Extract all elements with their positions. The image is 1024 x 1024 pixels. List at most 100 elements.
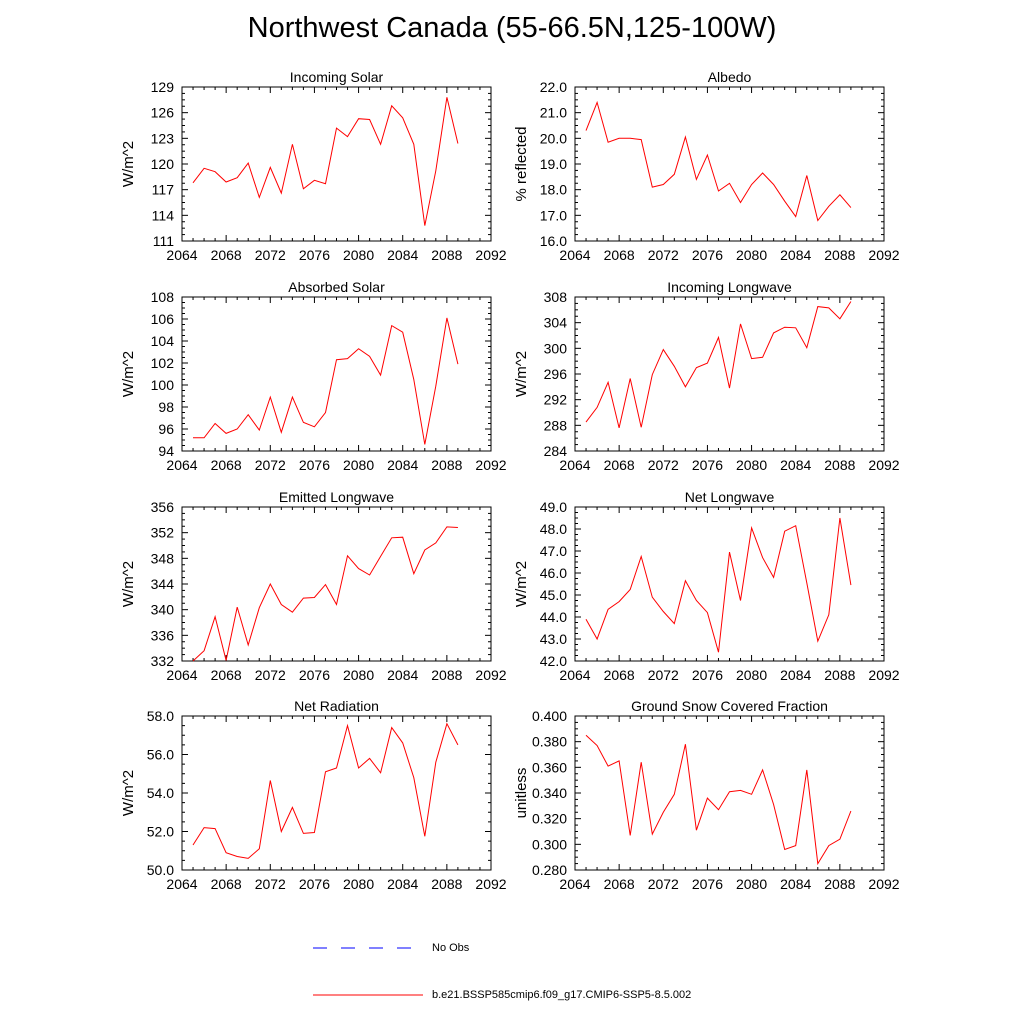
y-tick-label: 0.280: [532, 862, 567, 878]
y-tick-label: 356: [151, 499, 175, 515]
y-tick-label: 288: [544, 417, 568, 433]
x-tick-label: 2080: [343, 247, 374, 263]
x-tick-label: 2088: [824, 457, 855, 473]
plot-frame: [181, 296, 492, 452]
series-line: [193, 317, 459, 445]
y-tick-label: 58.0: [147, 708, 174, 724]
legend-obs-swatch: [313, 947, 423, 949]
y-tick-label: 340: [151, 602, 175, 618]
y-axis-label: % reflected: [513, 126, 530, 201]
y-tick-label: 117: [152, 182, 175, 198]
y-tick-label: 0.380: [532, 734, 567, 750]
y-tick-label: 111: [153, 233, 174, 249]
y-tick-label: 17.0: [540, 207, 567, 223]
y-tick-label: 50.0: [147, 862, 174, 878]
y-axis-label: unitless: [513, 768, 530, 819]
legend-obs: No Obs: [0, 939, 1024, 959]
y-tick-label: 292: [544, 392, 568, 408]
legend-model: b.e21.BSSP585cmip6.f09_g17.CMIP6-SSP5-8.…: [0, 986, 1024, 1006]
x-tick-label: 2084: [387, 457, 418, 473]
x-tick-label: 2068: [604, 457, 635, 473]
x-tick-label: 2084: [780, 667, 811, 683]
y-tick-label: 108: [151, 289, 175, 305]
x-tick-label: 2068: [211, 247, 242, 263]
x-tick-label: 2084: [387, 247, 418, 263]
y-tick-label: 126: [151, 105, 175, 121]
y-tick-label: 43.0: [540, 631, 567, 647]
x-tick-label: 2088: [824, 247, 855, 263]
x-tick-label: 2072: [255, 247, 286, 263]
x-tick-label: 2068: [604, 667, 635, 683]
y-axis-label: W/m^2: [120, 141, 137, 187]
plot-frame: [574, 715, 885, 871]
x-tick-label: 2076: [299, 247, 330, 263]
x-tick-label: 2092: [475, 667, 506, 683]
y-tick-label: 49.0: [540, 499, 567, 515]
y-tick-label: 44.0: [540, 609, 567, 625]
x-tick-label: 2076: [299, 876, 330, 892]
plot-frame: [574, 296, 885, 452]
chart-panel-2: Albedo % reflected 2064 2068 2072 2076 2080 208…: [513, 69, 900, 263]
x-tick-label: 2064: [166, 667, 197, 683]
series-line: [585, 734, 852, 866]
y-tick-label: 46.0: [540, 565, 567, 581]
y-tick-label: 48.0: [540, 521, 567, 537]
y-tick-label: 52.0: [147, 824, 174, 840]
x-tick-label: 2076: [692, 667, 723, 683]
series-line: [192, 526, 458, 662]
panel-title: Ground Snow Covered Fraction: [631, 698, 828, 714]
x-tick-label: 2088: [431, 247, 462, 263]
y-tick-label: 0.400: [532, 708, 567, 724]
x-tick-label: 2088: [824, 667, 855, 683]
y-tick-label: 47.0: [540, 543, 567, 559]
y-tick-label: 102: [151, 355, 175, 371]
y-tick-label: 18.0: [540, 182, 567, 198]
x-tick-label: 2064: [559, 457, 590, 473]
y-tick-label: 56.0: [147, 747, 174, 763]
x-tick-label: 2080: [343, 667, 374, 683]
y-tick-label: 96: [158, 421, 174, 437]
x-tick-label: 2068: [211, 667, 242, 683]
x-tick-label: 2068: [604, 876, 635, 892]
y-axis-label: W/m^2: [120, 770, 137, 816]
x-tick-label: 2076: [692, 457, 723, 473]
y-tick-label: 100: [151, 377, 175, 393]
y-tick-label: 332: [151, 653, 175, 669]
y-tick-label: 19.0: [540, 156, 567, 172]
y-tick-label: 106: [151, 311, 175, 327]
panel-title: Albedo: [708, 69, 752, 85]
legend-model-swatch: [313, 994, 423, 996]
x-tick-label: 2080: [736, 667, 767, 683]
series-line: [192, 97, 459, 226]
x-tick-label: 2092: [868, 247, 899, 263]
legend-obs-label: No Obs: [432, 942, 470, 954]
x-tick-label: 2068: [211, 876, 242, 892]
chart-panel-1: Incoming Solar W/m^2 2064 2068 2072 2076 2080 2…: [120, 69, 507, 263]
chart-panel-4: Incoming Longwave W/m^2 2064 2068 2072 2076 20…: [513, 279, 900, 473]
y-tick-label: 284: [544, 443, 568, 459]
x-tick-label: 2084: [780, 457, 811, 473]
plot-frame: [574, 86, 885, 242]
y-tick-label: 94: [158, 443, 174, 459]
y-tick-label: 352: [151, 525, 175, 541]
x-tick-label: 2064: [559, 876, 590, 892]
y-tick-label: 45.0: [540, 587, 567, 603]
y-tick-label: 344: [151, 576, 175, 592]
x-tick-label: 2092: [868, 457, 899, 473]
x-tick-label: 2092: [868, 667, 899, 683]
x-tick-label: 2064: [166, 247, 197, 263]
y-tick-label: 21.0: [540, 105, 567, 121]
x-tick-label: 2072: [648, 667, 679, 683]
x-tick-label: 2068: [211, 457, 242, 473]
x-tick-label: 2072: [648, 457, 679, 473]
y-tick-label: 296: [544, 366, 568, 382]
y-tick-label: 98: [158, 399, 174, 415]
x-tick-label: 2076: [692, 247, 723, 263]
y-axis-label: W/m^2: [120, 561, 137, 607]
x-tick-label: 2072: [255, 667, 286, 683]
x-tick-label: 2088: [824, 876, 855, 892]
y-tick-label: 304: [544, 315, 568, 331]
y-tick-label: 20.0: [540, 130, 567, 146]
y-tick-label: 336: [151, 627, 175, 643]
